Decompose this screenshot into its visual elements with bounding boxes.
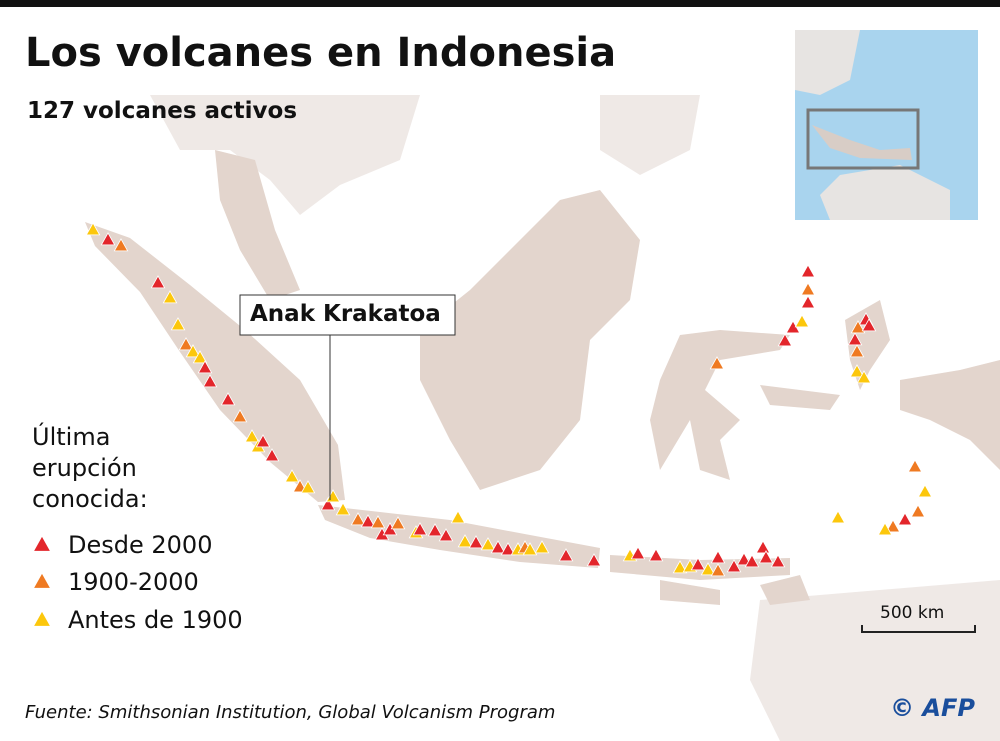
volcano xyxy=(427,523,443,537)
volcano xyxy=(232,409,248,423)
legend-marker xyxy=(32,572,52,589)
volcano xyxy=(744,554,760,568)
volcano xyxy=(468,535,484,549)
volcano xyxy=(800,282,816,296)
volcano xyxy=(255,434,271,448)
volcano xyxy=(202,374,218,388)
credit: © AFP xyxy=(890,694,975,722)
volcano xyxy=(412,522,428,536)
volcano xyxy=(877,522,893,536)
volcano xyxy=(490,540,506,554)
volcano xyxy=(192,350,208,364)
volcano xyxy=(320,497,336,511)
volcano xyxy=(350,512,366,526)
legend-label: Desde 2000 xyxy=(68,531,213,559)
volcano xyxy=(736,552,752,566)
volcano xyxy=(672,560,688,574)
volcano xyxy=(856,370,872,384)
volcano xyxy=(648,548,664,562)
legend-markers xyxy=(32,535,52,627)
volcano xyxy=(438,528,454,542)
volcano xyxy=(500,542,516,556)
legend-label: 1900-2000 xyxy=(68,568,199,596)
volcano xyxy=(726,559,742,573)
volcano xyxy=(758,550,774,564)
volcano xyxy=(480,537,496,551)
volcano xyxy=(300,480,316,494)
volcano xyxy=(220,392,236,406)
subtitle: 127 volcanes activos xyxy=(27,98,298,124)
volcano xyxy=(910,504,926,518)
volcano xyxy=(710,550,726,564)
volcano xyxy=(630,546,646,560)
volcano xyxy=(800,264,816,278)
volcano xyxy=(897,512,913,526)
volcano xyxy=(100,232,116,246)
scale-label: 500 km xyxy=(880,603,945,623)
title: Los volcanes en Indonesia xyxy=(25,30,617,76)
volcano xyxy=(850,320,866,334)
volcano xyxy=(170,317,186,331)
volcano xyxy=(284,469,300,483)
volcano xyxy=(335,502,351,516)
volcano xyxy=(586,553,602,567)
volcano xyxy=(244,429,260,443)
volcano xyxy=(450,510,466,524)
volcano xyxy=(690,557,706,571)
legend-title: Última erupción conocida: xyxy=(32,423,148,513)
volcano xyxy=(794,314,810,328)
volcano xyxy=(558,548,574,562)
volcano xyxy=(709,356,725,370)
volcano xyxy=(264,448,280,462)
volcano xyxy=(700,562,716,576)
legend-label: Antes de 1900 xyxy=(68,606,243,634)
volcano xyxy=(885,519,901,533)
inset-map xyxy=(795,30,978,220)
volcano xyxy=(907,459,923,473)
volcano xyxy=(113,238,129,252)
volcano-markers xyxy=(85,222,933,577)
volcano xyxy=(390,516,406,530)
volcano xyxy=(849,364,865,378)
volcano xyxy=(777,333,793,347)
volcano xyxy=(917,484,933,498)
volcano xyxy=(457,534,473,548)
volcano xyxy=(534,540,550,554)
volcano xyxy=(185,344,201,358)
volcano xyxy=(197,360,213,374)
volcano xyxy=(360,514,376,528)
volcano xyxy=(849,344,865,358)
volcano xyxy=(755,540,771,554)
legend-marker xyxy=(32,535,52,552)
top-bar xyxy=(0,0,1000,7)
volcano xyxy=(770,554,786,568)
volcano xyxy=(710,563,726,577)
volcano xyxy=(830,510,846,524)
volcano xyxy=(150,275,166,289)
volcano xyxy=(178,337,194,351)
volcano xyxy=(85,222,101,236)
legend-marker xyxy=(32,610,52,627)
annotation-label: Anak Krakatoa xyxy=(250,301,441,327)
annotation-box xyxy=(239,294,456,336)
source: Fuente: Smithsonian Institution, Global … xyxy=(25,702,556,723)
indonesia-land xyxy=(85,150,1000,605)
volcano xyxy=(370,515,386,529)
volcano xyxy=(162,290,178,304)
other-land xyxy=(150,95,1000,741)
volcano xyxy=(800,295,816,309)
volcano xyxy=(522,542,538,556)
volcano xyxy=(861,318,877,332)
scale-bar xyxy=(861,625,976,633)
volcano xyxy=(847,332,863,346)
